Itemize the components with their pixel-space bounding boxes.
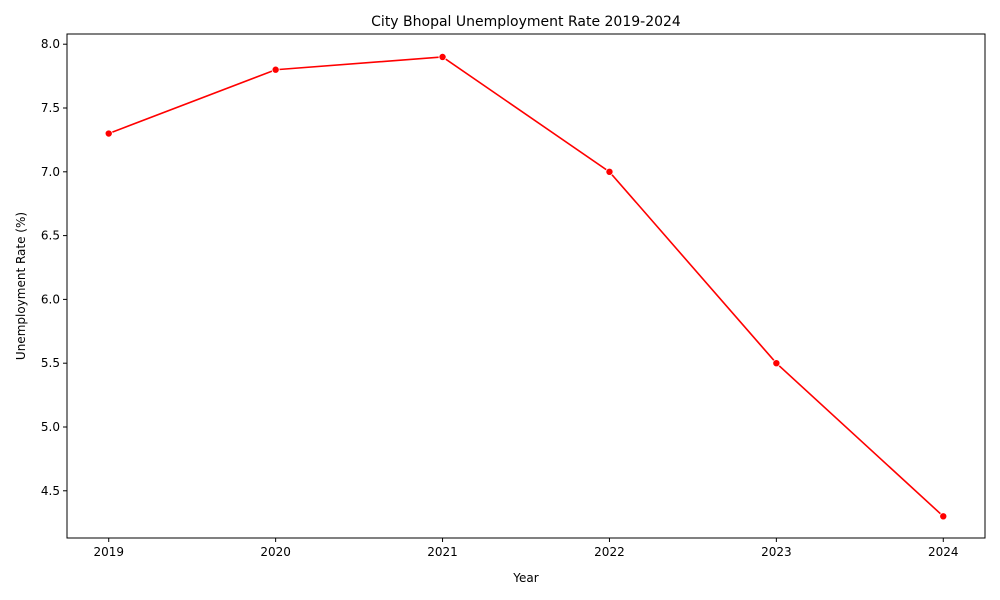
series-line <box>108 56 944 517</box>
x-tick-label: 2023 <box>761 545 792 559</box>
x-tick-label: 2022 <box>594 545 625 559</box>
data-point <box>605 167 614 176</box>
x-tick-label: 2020 <box>260 545 291 559</box>
y-tick-label: 8.0 <box>41 37 60 51</box>
y-tick-label: 6.5 <box>41 229 60 243</box>
data-point <box>772 359 781 368</box>
x-tick-label: 2021 <box>427 545 458 559</box>
data-point <box>104 129 113 138</box>
y-tick-label: 5.5 <box>41 356 60 370</box>
data-point <box>271 65 280 74</box>
y-tick-label: 7.0 <box>41 165 60 179</box>
x-axis-label: Year <box>512 571 538 585</box>
y-tick-label: 5.0 <box>41 420 60 434</box>
data-point <box>939 512 948 521</box>
y-tick-label: 4.5 <box>41 484 60 498</box>
plot-area <box>104 52 948 521</box>
x-tick-label: 2024 <box>928 545 959 559</box>
x-tick-label: 2019 <box>93 545 124 559</box>
y-tick-label: 7.5 <box>41 101 60 115</box>
chart-title: City Bhopal Unemployment Rate 2019-2024 <box>371 14 681 30</box>
axes-frame <box>66 33 986 539</box>
y-tick-label: 6.0 <box>41 292 60 306</box>
data-point <box>438 52 447 61</box>
y-axis-label: Unemployment Rate (%) <box>14 212 28 360</box>
